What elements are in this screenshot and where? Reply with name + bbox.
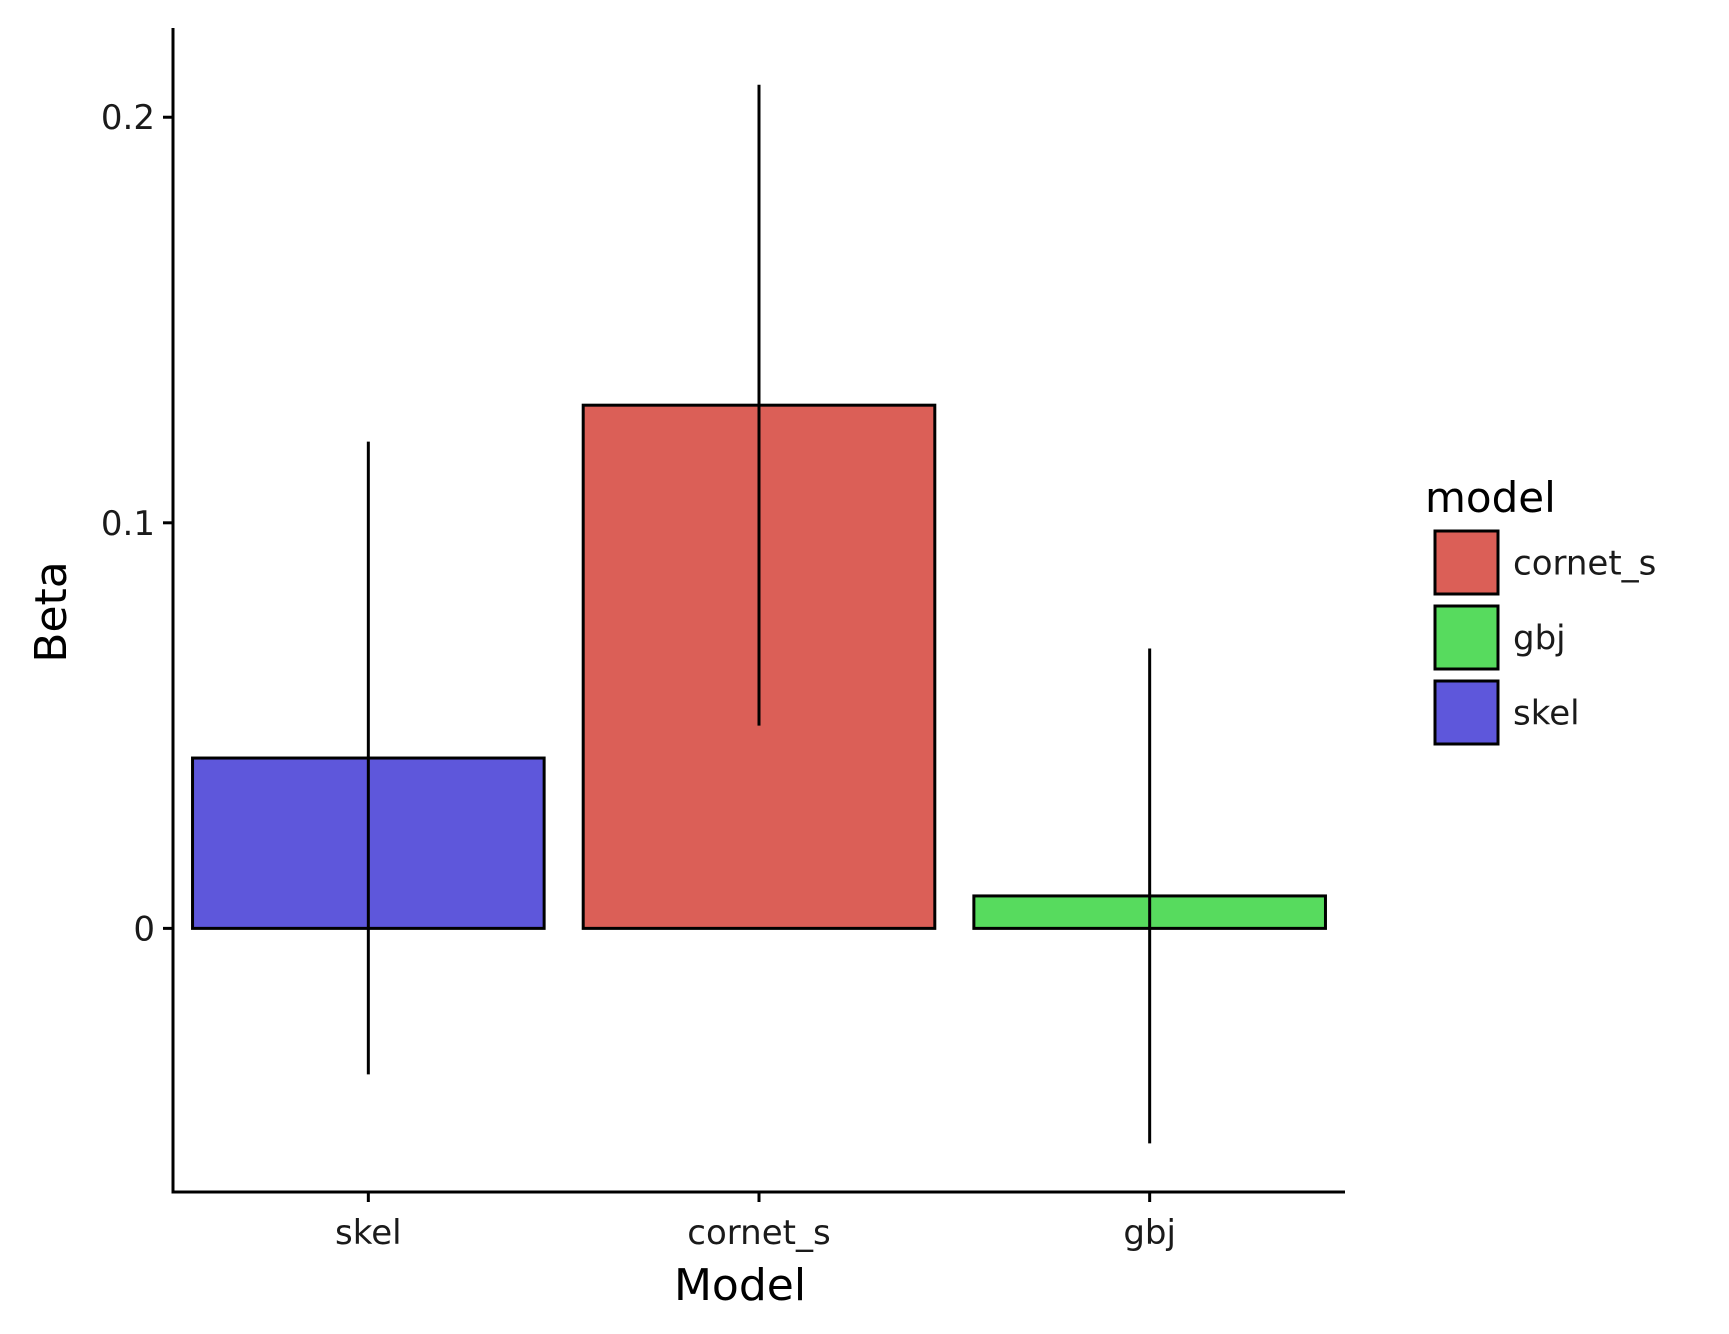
legend-label-skel: skel [1513,694,1580,734]
legend-key-gbj [1433,604,1500,671]
legend-title: model [1425,473,1556,522]
x-tick-label-skel: skel [335,1213,402,1253]
legend-key-cornet_s [1433,529,1500,596]
y-tick-label: 0.1 [101,504,155,544]
y-axis-title: Beta [26,561,77,662]
x-tick-label-cornet_s: cornet_s [687,1213,830,1253]
axes-group: skel cornet_s gbj 0 0.1 0.2 [101,28,1345,1253]
legend-key-skel [1433,679,1500,746]
legend-label-gbj: gbj [1513,619,1566,659]
x-axis-title: Model [674,1260,806,1311]
x-tick-label-gbj: gbj [1123,1213,1176,1253]
y-tick-label: 0 [133,909,155,949]
y-tick-label: 0.2 [101,98,155,138]
legend-label-cornet_s: cornet_s [1513,544,1656,584]
error-bars-group [366,84,1152,1144]
